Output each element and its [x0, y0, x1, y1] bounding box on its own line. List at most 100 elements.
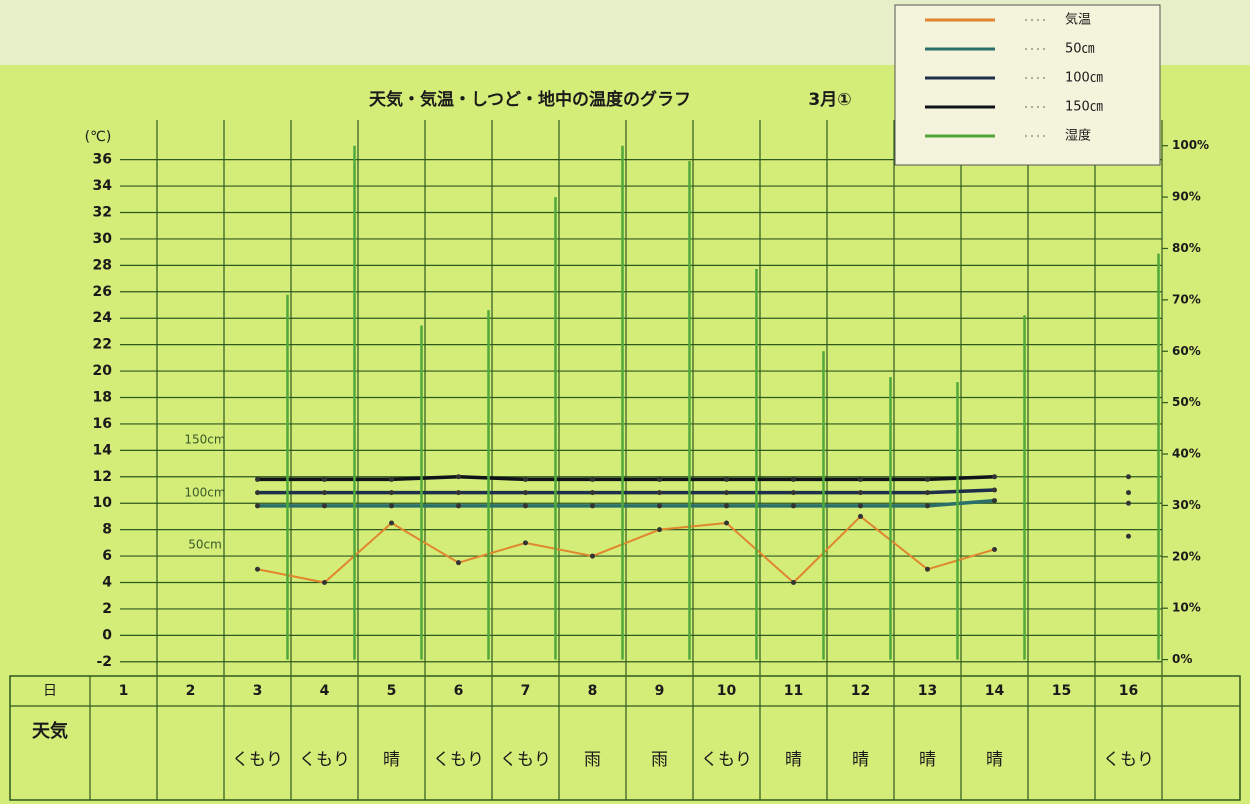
day-label: 8: [588, 683, 598, 699]
y-tick-label: 12: [93, 469, 112, 485]
series-point: [322, 503, 327, 509]
series-point: [657, 503, 662, 509]
legend-label: 50㎝: [1065, 42, 1095, 57]
series-point: [657, 490, 662, 496]
y2-tick-label: 80%: [1172, 241, 1201, 255]
y-tick-label: 34: [93, 178, 113, 194]
series-point: [1126, 500, 1131, 506]
weather-label: くもり: [500, 750, 551, 770]
weather-header: 天気: [32, 720, 68, 742]
y2-tick-label: 70%: [1172, 292, 1201, 306]
series-point: [791, 490, 796, 496]
series-point: [791, 503, 796, 509]
series-point: [523, 476, 528, 482]
day-header: 日: [43, 683, 57, 699]
series-point: [791, 476, 796, 482]
day-label: 10: [717, 683, 737, 699]
chart-subtitle: 3月①: [808, 90, 851, 110]
day-label: 1: [119, 683, 129, 699]
series-point: [322, 490, 327, 496]
series-point: [590, 490, 595, 496]
table: 日 天気 1 2 3くもり4くもり5晴6くもり7くもり8雨9雨10くもり11晴12晴…: [9, 675, 1241, 801]
series-point: [992, 487, 997, 493]
paper: [0, 65, 1250, 804]
day-label: 15: [1052, 683, 1071, 699]
weather-label: 晴: [785, 750, 802, 770]
weather-label: 晴: [383, 750, 400, 770]
series-point: [858, 503, 863, 509]
y2-tick-label: 60%: [1172, 344, 1201, 358]
series-point: [724, 476, 729, 482]
weather-label: くもり: [1103, 750, 1154, 770]
series-point: [590, 503, 595, 509]
series-point: [523, 490, 528, 496]
series-point: [1126, 533, 1131, 539]
weather-label: 雨: [584, 750, 601, 770]
series-point: [657, 527, 662, 533]
y2-tick-label: 50%: [1172, 395, 1201, 409]
series-point: [590, 553, 595, 559]
weather-label: くもり: [299, 750, 350, 770]
day-label: 14: [985, 683, 1005, 699]
weather-label: くもり: [701, 750, 752, 770]
y2-tick-label: 90%: [1172, 190, 1201, 204]
series-point: [389, 520, 394, 526]
day-label: 12: [851, 683, 870, 699]
y2-tick-label: 30%: [1172, 498, 1201, 512]
series-point: [858, 490, 863, 496]
annotation: 150cm: [184, 433, 225, 447]
legend-box: [894, 4, 1161, 166]
y-axis-label: (℃): [85, 129, 112, 145]
y-tick-label: 14: [93, 442, 113, 458]
y-tick-label: 10: [93, 495, 113, 511]
y-tick-label: 36: [93, 152, 112, 168]
day-label: 2: [186, 683, 196, 699]
y-tick-label: 22: [93, 337, 112, 353]
series-point: [925, 566, 930, 572]
series-point: [724, 520, 729, 526]
y-tick-label: 4: [102, 575, 112, 591]
weather-label: 晴: [986, 750, 1003, 770]
series-point: [255, 490, 260, 496]
chart-title: 天気・気温・しつど・地中の温度のグラフ: [369, 89, 691, 110]
series-point: [925, 476, 930, 482]
day-label: 11: [784, 683, 803, 699]
day-label: 4: [320, 683, 330, 699]
series-point: [456, 560, 461, 566]
y2-tick-label: 10%: [1172, 601, 1201, 615]
weather-label: くもり: [232, 750, 283, 770]
y2-tick-label: 0%: [1172, 652, 1192, 666]
legend-label: 150㎝: [1065, 100, 1103, 115]
series-point: [322, 476, 327, 482]
series-point: [1126, 490, 1131, 496]
series-point: [456, 503, 461, 509]
y-tick-label: 28: [93, 257, 112, 273]
series-point: [523, 540, 528, 546]
y-tick-label: 18: [93, 390, 112, 406]
series-point: [322, 580, 327, 585]
y-tick-label: 2: [102, 601, 112, 617]
legend-label: 100㎝: [1065, 71, 1103, 86]
marks: 150cm 100cm 50cm: [184, 145, 1160, 660]
y-tick-label: 32: [93, 205, 112, 221]
series-point: [389, 476, 394, 482]
y-tick-label: 6: [102, 548, 112, 564]
day-label: 5: [387, 683, 397, 699]
y-tick-label: 16: [93, 416, 112, 432]
series-point: [389, 503, 394, 509]
table-border: [9, 675, 1241, 801]
series-point: [657, 476, 662, 482]
day-label: 3: [253, 683, 263, 699]
legend-label: 気温: [1065, 12, 1091, 28]
annotation: 100cm: [184, 486, 225, 500]
y-tick-label: 0: [102, 627, 112, 643]
annotation: 50cm: [188, 538, 222, 552]
series-point: [456, 490, 461, 496]
series-point: [724, 490, 729, 496]
weather-label: 雨: [651, 750, 668, 770]
series-point: [858, 513, 863, 519]
series-point: [255, 476, 260, 482]
y-tick-label: -2: [96, 654, 112, 670]
day-label: 16: [1119, 683, 1138, 699]
y-tick-label: 8: [102, 522, 112, 538]
